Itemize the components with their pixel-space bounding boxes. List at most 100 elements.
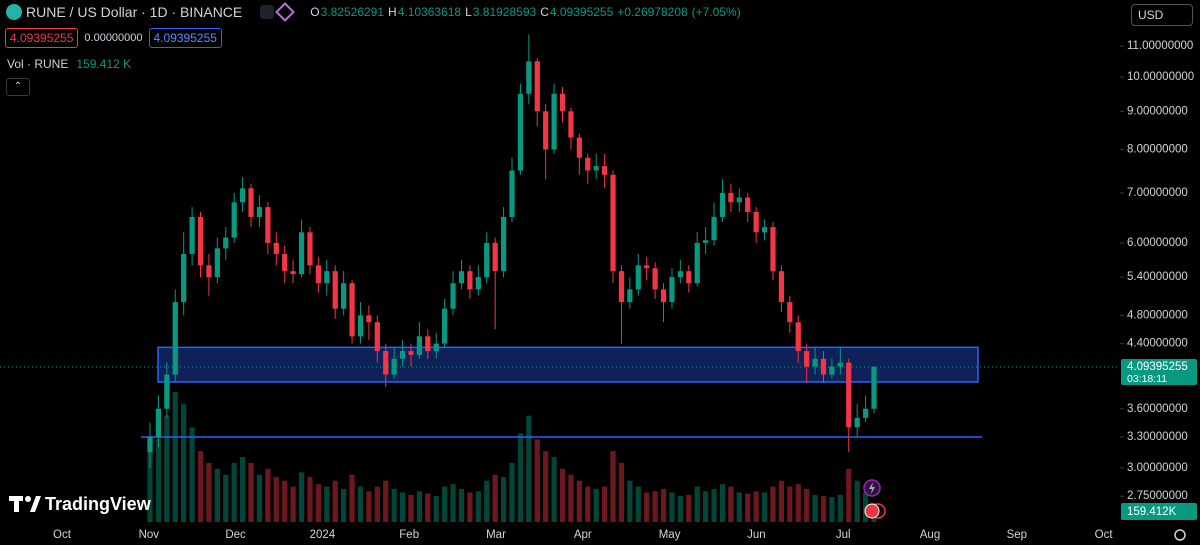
candle-body — [366, 315, 372, 323]
candle-body — [425, 336, 431, 352]
candle-body — [610, 174, 616, 272]
volume-bar — [635, 486, 641, 522]
candle-body — [711, 216, 717, 241]
candle-body — [416, 336, 423, 355]
ohlc-label: O — [310, 5, 320, 19]
logo-part — [14, 496, 19, 512]
candle-body — [307, 232, 313, 266]
candle-body — [871, 367, 877, 409]
candle-body — [745, 197, 751, 212]
buy-button[interactable]: 4.09395255 — [148, 28, 222, 48]
volume-bar — [652, 491, 658, 522]
candle-body — [753, 211, 759, 233]
ohlc-value: 4.10363618 — [397, 5, 462, 19]
currency-select[interactable]: USD — [1131, 4, 1193, 26]
candle-body — [155, 408, 162, 438]
volume-bar — [509, 462, 515, 522]
volume-bar — [214, 468, 220, 522]
volume-bar — [593, 488, 599, 522]
x-tick-label: Nov — [139, 529, 160, 541]
y-tick-label: 2.75000000 — [1127, 490, 1188, 502]
countdown-label: 03:18:11 — [1127, 373, 1167, 385]
candle-body — [585, 157, 591, 171]
candle-body — [374, 322, 380, 352]
candle-body — [593, 166, 599, 171]
volume-bar — [164, 415, 170, 522]
volume-bar — [568, 474, 574, 522]
volume-bar — [719, 484, 726, 522]
volume-bar — [307, 477, 313, 522]
volume-bar — [231, 462, 237, 522]
star-icon[interactable] — [275, 2, 296, 22]
candle-body — [265, 207, 271, 243]
candle-body — [669, 277, 675, 303]
candle-body — [341, 283, 347, 309]
candle-body — [509, 170, 515, 217]
y-tick-label: 8.00000000 — [1127, 144, 1188, 156]
candle-body — [298, 232, 305, 275]
volume-bar — [383, 480, 389, 522]
candle-body — [273, 242, 279, 254]
y-tick-label: 4.40000000 — [1127, 338, 1188, 350]
spread: 0.00000000 — [84, 32, 143, 44]
volume-bar — [601, 486, 608, 522]
settings-icon[interactable] — [1174, 529, 1186, 541]
sell-button[interactable]: 4.09395255 — [5, 28, 79, 48]
volume-bar — [694, 486, 700, 522]
volume-bar — [467, 492, 473, 522]
y-tick-label: 3.30000000 — [1127, 431, 1188, 443]
volume-bar — [543, 451, 549, 522]
volume-bar — [290, 486, 296, 522]
volume-bar — [248, 462, 254, 522]
candle-body — [627, 289, 633, 303]
candle-body — [484, 242, 490, 278]
symbol-logo — [6, 4, 22, 20]
y-tick-label: 7.00000000 — [1127, 187, 1188, 199]
y-tick-label: 6.00000000 — [1127, 237, 1188, 249]
toggle-icon[interactable] — [260, 5, 275, 19]
axis-layer: 11.00000000 10.00000000 9.00000000 8.000000… — [53, 40, 1197, 541]
candle-body — [324, 271, 330, 284]
volume-bar — [425, 493, 431, 522]
candle-body — [408, 351, 414, 355]
candle-body — [164, 374, 170, 409]
legend-header: RUNE / US Dollar · 1D · BINANCE O 3.82526… — [6, 2, 741, 22]
candle-body — [770, 227, 776, 272]
candle-body — [686, 271, 692, 284]
volume-bar — [753, 491, 759, 522]
volume-value: 159.412 K — [76, 57, 132, 71]
event-icon[interactable] — [864, 503, 880, 519]
ohlc-value: 3.82526291 — [320, 5, 385, 19]
candle-body — [189, 216, 195, 254]
volume-bar — [442, 486, 448, 522]
candle-body — [703, 240, 709, 243]
x-tick-label: Jun — [747, 529, 766, 541]
candle-body — [601, 166, 608, 175]
candle-body — [315, 265, 321, 284]
volume-bar — [332, 480, 338, 522]
collapse-button[interactable]: ⌃ — [6, 78, 30, 96]
volume-bar — [458, 488, 465, 522]
x-tick-label: Oct — [53, 529, 72, 541]
candle-body — [795, 322, 801, 352]
symbol-title[interactable]: RUNE / US Dollar · 1D · BINANCE — [26, 4, 243, 20]
volume-bar — [399, 492, 406, 522]
candle-body — [829, 366, 835, 375]
y-tick-label: 5.40000000 — [1127, 271, 1188, 283]
candle-body — [433, 343, 439, 352]
candle-body — [551, 93, 557, 150]
volume-bar — [846, 468, 852, 522]
candle-body — [761, 227, 768, 233]
candle-body — [694, 242, 700, 284]
volume-bar — [837, 494, 843, 522]
volume-bar — [787, 486, 793, 522]
candle-body — [172, 302, 178, 375]
candle-layer — [147, 34, 877, 468]
x-tick-label: Feb — [399, 529, 419, 541]
volume-bar — [534, 439, 540, 522]
candle-body — [736, 197, 742, 203]
candle-body — [231, 202, 237, 238]
candle-body — [357, 315, 364, 337]
candle-body — [206, 265, 212, 278]
volume-bar — [408, 494, 414, 522]
